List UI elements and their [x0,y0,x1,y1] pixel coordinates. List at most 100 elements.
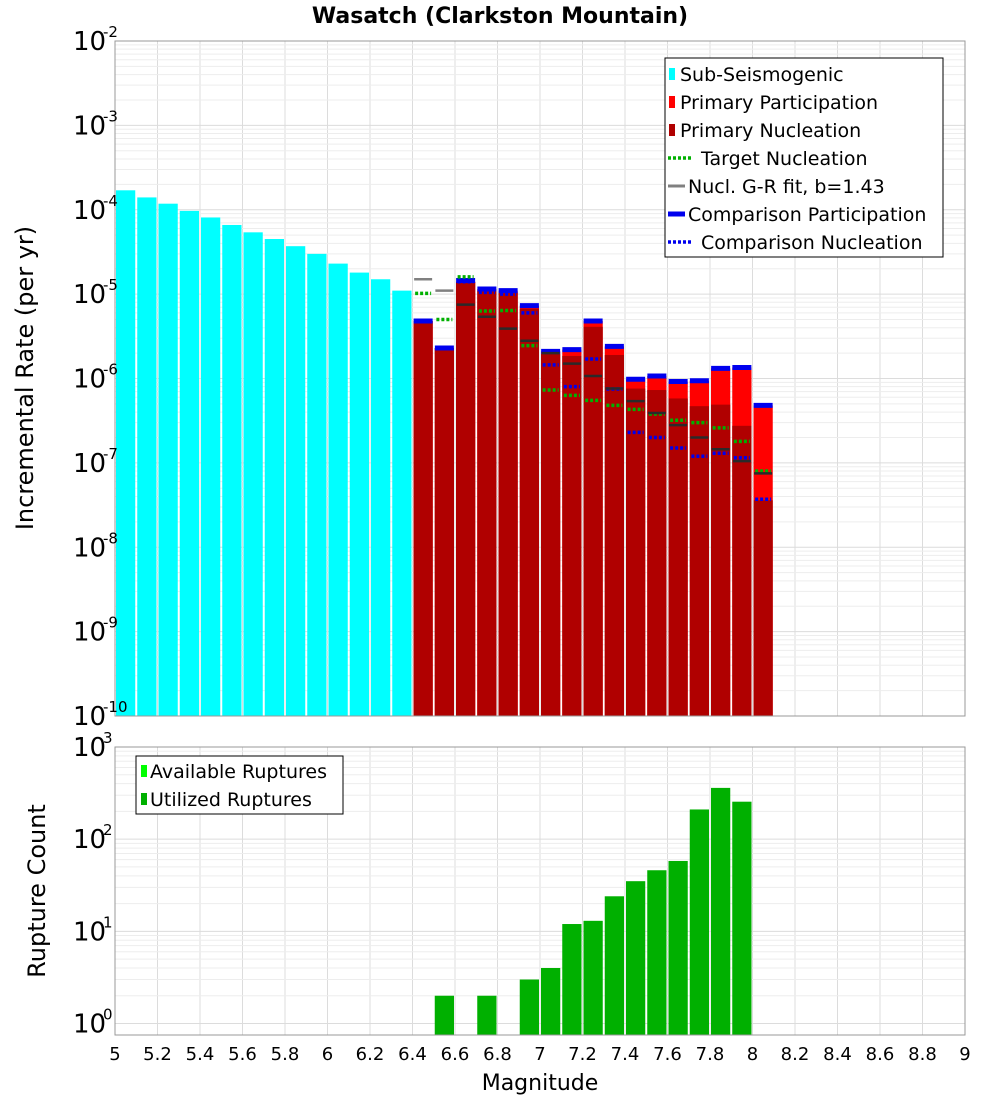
legend-swatch [669,124,675,136]
primary-nucleation-bar [753,500,773,716]
primary-nucleation-bar [711,404,731,716]
rate-y-tick-exponent: -2 [103,23,118,41]
primary-nucleation-bar [732,425,752,716]
primary-nucleation-bar [477,290,497,716]
utilized-ruptures-bar [562,924,582,1035]
rate-y-tick-exponent: -10 [103,698,128,716]
rate-y-tick-base: 10 [73,533,106,563]
utilized-ruptures-bar [519,979,539,1035]
rate-y-tick-exponent: -9 [103,614,118,632]
rate-y-tick-base: 10 [73,365,106,395]
sub-seismogenic-bar [328,263,348,716]
count-y-tick-base: 10 [73,733,106,763]
rate-y-tick-exponent: -7 [103,445,118,463]
primary-nucleation-bar [541,354,561,716]
utilized-ruptures-bar [732,801,752,1035]
legend-label: Target Nucleation [700,148,868,170]
utilized-ruptures-bar [668,860,688,1035]
primary-nucleation-bar [604,354,624,716]
rate-y-tick: 10-3 [73,107,118,141]
primary-nucleation-bar [434,347,454,716]
x-tick-label: 5.8 [271,1044,300,1065]
rate-y-tick: 10-8 [73,529,118,563]
rate-y-axis-label: Incremental Rate (per yr) [11,226,39,530]
count-y-tick-exponent: 3 [103,729,113,747]
x-tick-label: 7.4 [611,1044,640,1065]
primary-nucleation-bar [626,388,646,716]
count-legend-item: Available Ruptures [141,761,327,783]
utilized-ruptures-bar [711,787,731,1035]
x-tick-label: 6.8 [483,1044,512,1065]
count-y-tick: 101 [73,913,113,947]
rate-legend-item: Sub-Seismogenic [669,64,844,86]
primary-nucleation-bar [647,390,667,716]
x-tick-label: 8.4 [823,1044,852,1065]
count-y-tick-base: 10 [73,1009,106,1039]
legend-label: Nucl. G-R fit, b=1.43 [688,176,885,198]
x-tick-label: 7.6 [653,1044,682,1065]
rate-y-tick-base: 10 [73,280,106,310]
sub-seismogenic-bar [201,217,221,717]
x-tick-label: 6.4 [398,1044,427,1065]
primary-nucleation-bar [689,406,709,716]
x-tick-label: 8.6 [866,1044,895,1065]
x-tick-label: 5.4 [186,1044,215,1065]
count-legend-item: Utilized Ruptures [141,789,312,811]
count-y-tick-base: 10 [73,825,106,855]
rate-y-tick: 10-6 [73,361,118,395]
count-y-axis-label: Rupture Count [23,804,51,978]
sub-seismogenic-bar [392,290,412,716]
rate-plot-border [114,40,966,717]
rate-y-tick-base: 10 [73,449,106,479]
rate-markers [413,275,773,502]
rate-legend-item: Comparison Nucleation [668,232,923,254]
sub-seismogenic-bar [179,210,199,716]
x-tick-label: 7.8 [696,1044,725,1065]
x-axis-label: Magnitude [482,1071,599,1096]
rate-y-tick: 10-7 [73,445,118,479]
rate-y-tick-exponent: -6 [103,361,118,379]
sub-seismogenic-bar [243,232,263,716]
rate-y-tick-exponent: -5 [103,276,118,294]
count-y-tick: 103 [73,729,113,763]
utilized-ruptures-bar [583,920,603,1035]
rate-legend-item: Primary Nucleation [669,120,861,142]
legend-swatch [141,793,147,805]
legend-label: Primary Participation [680,92,878,114]
rate-y-tick: 10-10 [73,698,128,732]
rate-legend-item: Nucl. G-R fit, b=1.43 [668,176,885,198]
rate-y-tick-exponent: -4 [103,192,118,210]
sub-seismogenic-bar [222,224,242,716]
count-y-tick-base: 10 [73,917,106,947]
rate-legend-item: Target Nucleation [668,148,868,170]
primary-nucleation-bar [413,321,433,716]
rate-y-tick: 10-9 [73,614,118,648]
x-tick-label: 8 [747,1044,758,1065]
legend-label: Comparison Nucleation [701,232,923,254]
legend-label: Primary Nucleation [680,120,861,142]
rate-y-tick-exponent: -3 [103,107,118,125]
sub-seismogenic-bar [371,279,391,716]
x-tick-label: 6.2 [356,1044,385,1065]
x-tick-label: 5 [109,1044,120,1065]
primary-nucleation-bar [562,355,582,716]
rate-legend-box [664,57,944,258]
count-y-tick: 100 [73,1005,113,1039]
rate-y-tick: 10-5 [73,276,118,310]
rate-bars [116,190,773,717]
sub-seismogenic-bar [264,239,284,716]
count-legend: Available Ruptures Utilized Ruptures [135,755,344,815]
utilized-ruptures-bar [626,881,646,1035]
sub-seismogenic-bar [116,190,136,716]
chart-title: Wasatch (Clarkston Mountain) [312,4,688,29]
primary-nucleation-bar [456,281,476,716]
legend-label: Sub-Seismogenic [680,64,844,86]
primary-nucleation-bar [668,398,688,716]
x-tick-label: 7.2 [568,1044,597,1065]
legend-swatch [669,68,675,80]
x-tick-label: 9 [959,1044,970,1065]
x-tick-label: 7 [534,1044,545,1065]
